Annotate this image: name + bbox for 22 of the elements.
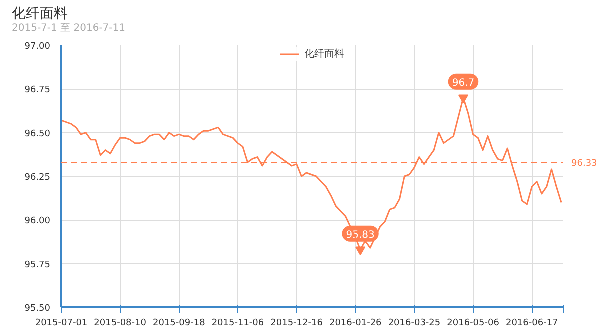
x-tick-label: 2016-01-26 (329, 318, 382, 328)
x-tick-label: 2016-05-06 (447, 318, 500, 328)
chart-title: 化纤面料 (12, 5, 68, 23)
x-tick-label: 2016-06-17 (506, 318, 558, 328)
annotation: 96.7 (452, 78, 475, 89)
y-tick-label: 97.00 (24, 42, 51, 52)
chart-subtitle: 2015-7-1 至 2016-7-11 (12, 22, 126, 36)
x-tick-label: 2015-07-01 (35, 318, 88, 328)
x-tick-label: 2015-11-06 (212, 318, 264, 328)
x-tick-label: 2015-12-16 (270, 318, 324, 328)
legend-label: 化纤面料 (304, 48, 344, 61)
y-tick-label: 95.75 (24, 260, 50, 270)
y-tick-label: 95.50 (24, 304, 51, 314)
y-tick-label: 96.00 (24, 216, 51, 227)
x-tick-label: 2015-09-18 (153, 318, 206, 328)
y-tick-label: 96.25 (24, 173, 50, 183)
y-tick-label: 96.50 (24, 129, 51, 140)
x-tick-label: 2015-08-10 (94, 318, 147, 328)
annotation: 95.83 (346, 230, 375, 241)
x-tick-label: 2016-03-25 (388, 318, 441, 328)
y-tick-label: 96.75 (24, 86, 50, 96)
ref-line-label: 96.33 (572, 159, 598, 170)
